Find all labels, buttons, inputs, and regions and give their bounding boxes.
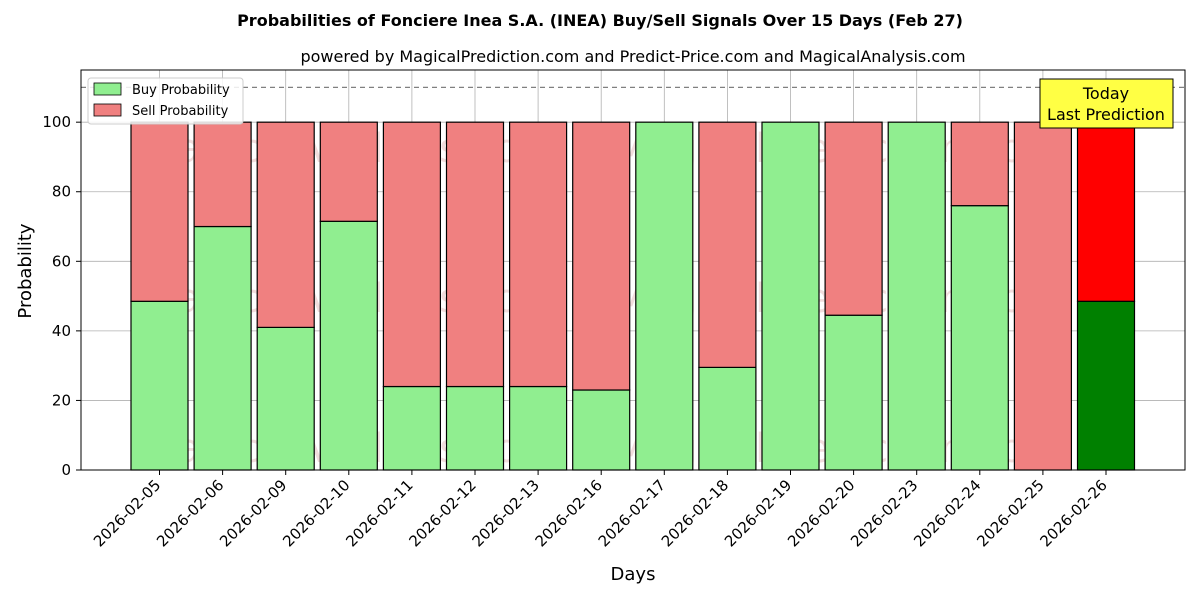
y-tick-label: 0 bbox=[61, 461, 71, 479]
plot-area: MagicalAnalysis.comMagicalPrediction.com… bbox=[42, 69, 1186, 550]
x-tick-label: 2026-02-09 bbox=[216, 476, 290, 550]
sell-bar bbox=[256, 121, 315, 328]
x-tick-label: 2026-02-16 bbox=[532, 476, 606, 550]
x-tick-label: 2026-02-17 bbox=[595, 476, 669, 550]
legend-label-sell: Sell Probability bbox=[132, 104, 229, 119]
y-tick-label: 40 bbox=[52, 322, 71, 340]
x-tick-label: 2026-02-18 bbox=[658, 476, 732, 550]
today-annotation-box bbox=[1039, 78, 1174, 129]
x-tick-label: 2026-02-05 bbox=[90, 476, 164, 550]
y-tick-label: 80 bbox=[52, 183, 71, 201]
buy-bar bbox=[1076, 300, 1136, 471]
sell-bar bbox=[382, 121, 441, 388]
buy-bar bbox=[698, 366, 757, 471]
x-tick-label: 2026-02-12 bbox=[405, 476, 479, 550]
buy-bar bbox=[382, 385, 441, 471]
buy-bar bbox=[635, 121, 694, 471]
x-tick-label: 2026-02-06 bbox=[153, 476, 227, 550]
buy-bar bbox=[761, 121, 820, 471]
sell-bar bbox=[1076, 121, 1136, 302]
x-tick-label: 2026-02-26 bbox=[1036, 476, 1110, 550]
x-tick-label: 2026-02-11 bbox=[342, 476, 416, 550]
sell-bar bbox=[130, 121, 189, 302]
buy-bar bbox=[256, 326, 315, 471]
y-tick-label: 60 bbox=[52, 252, 71, 270]
x-tick-label: 2026-02-25 bbox=[973, 476, 1047, 550]
y-tick-label: 100 bbox=[42, 113, 71, 131]
sell-bar bbox=[950, 121, 1009, 207]
x-tick-label: 2026-02-19 bbox=[721, 476, 795, 550]
x-tick-label: 2026-02-10 bbox=[279, 476, 353, 550]
y-axis-label: Probability bbox=[15, 223, 36, 318]
buy-bar bbox=[130, 300, 189, 471]
axes-frame bbox=[80, 69, 1186, 471]
legend-box bbox=[87, 77, 244, 125]
sell-bar bbox=[572, 121, 631, 391]
sell-bar bbox=[698, 121, 757, 368]
chart-subtitle: powered by MagicalPrediction.com and Pre… bbox=[300, 47, 965, 66]
buy-bar bbox=[824, 314, 883, 471]
today-annotation-line1: Today bbox=[1082, 84, 1129, 103]
sell-bar bbox=[319, 121, 378, 222]
x-tick-label: 2026-02-13 bbox=[469, 476, 543, 550]
chart-title: Probabilities of Fonciere Inea S.A. (INE… bbox=[237, 11, 963, 30]
buy-bar bbox=[319, 220, 378, 471]
x-tick-label: 2026-02-24 bbox=[910, 476, 984, 550]
y-tick-label: 20 bbox=[52, 391, 71, 409]
x-tick-label: 2026-02-20 bbox=[784, 476, 858, 550]
buy-bar bbox=[572, 389, 631, 471]
buy-bar bbox=[950, 205, 1009, 471]
x-tick-label: 2026-02-23 bbox=[847, 476, 921, 550]
buy-bar bbox=[887, 121, 946, 471]
sell-bar bbox=[445, 121, 505, 388]
legend-swatch-sell bbox=[93, 103, 122, 117]
buy-bar bbox=[193, 225, 252, 471]
sell-bar bbox=[1013, 121, 1073, 471]
buy-bar bbox=[445, 385, 505, 471]
sell-bar bbox=[193, 121, 252, 228]
x-axis-label: Days bbox=[611, 564, 656, 585]
sell-bar bbox=[824, 121, 883, 316]
legend-swatch-buy bbox=[93, 82, 122, 96]
today-annotation-line2: Last Prediction bbox=[1047, 105, 1165, 124]
legend-label-buy: Buy Probability bbox=[132, 83, 230, 98]
buy-bar bbox=[509, 385, 568, 471]
sell-bar bbox=[509, 121, 568, 388]
